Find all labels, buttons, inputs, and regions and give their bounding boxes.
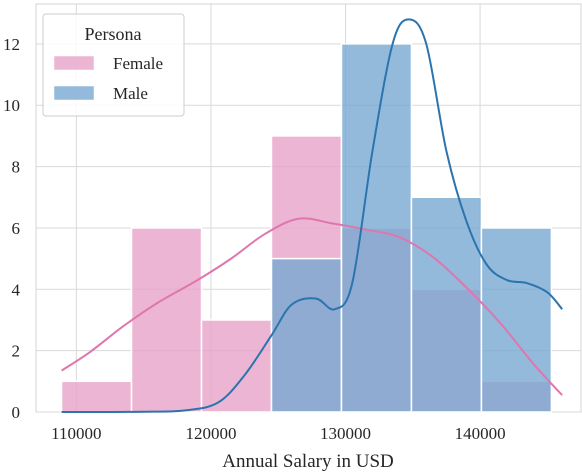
y-tick-label: 2 (12, 342, 21, 361)
bar-male (480, 227, 553, 413)
x-tick-label: 120000 (185, 424, 236, 443)
bar-male (410, 196, 483, 413)
x-tick-label: 110000 (51, 424, 101, 443)
y-tick-label: 8 (12, 158, 21, 177)
x-tick-labels: 110000 120000 130000 140000 (51, 424, 505, 443)
bar-male (270, 257, 343, 413)
kde-curves (61, 18, 563, 414)
y-tick-label: 0 (12, 403, 21, 422)
kde-line-male (61, 18, 563, 414)
y-tick-labels: 0 2 4 6 8 10 12 (3, 35, 21, 422)
legend-label-male: Male (113, 84, 148, 103)
legend-label-female: Female (113, 54, 163, 73)
bar-female (60, 380, 133, 413)
y-tick-label: 12 (3, 35, 20, 54)
legend-title: Persona (85, 24, 142, 44)
x-axis-title: Annual Salary in USD (222, 451, 394, 472)
kde-line-female (61, 217, 563, 396)
y-tick-label: 6 (12, 219, 21, 238)
bar-female (130, 227, 203, 413)
y-tick-label: 10 (3, 96, 20, 115)
legend-swatch-female (53, 55, 95, 71)
bar-male (340, 43, 413, 413)
bar-female (200, 319, 273, 413)
y-tick-label: 4 (12, 280, 21, 299)
x-tick-label: 140000 (455, 424, 506, 443)
legend: Persona Female Male (42, 13, 185, 117)
x-tick-label: 130000 (320, 424, 371, 443)
legend-swatch-male (53, 85, 95, 101)
